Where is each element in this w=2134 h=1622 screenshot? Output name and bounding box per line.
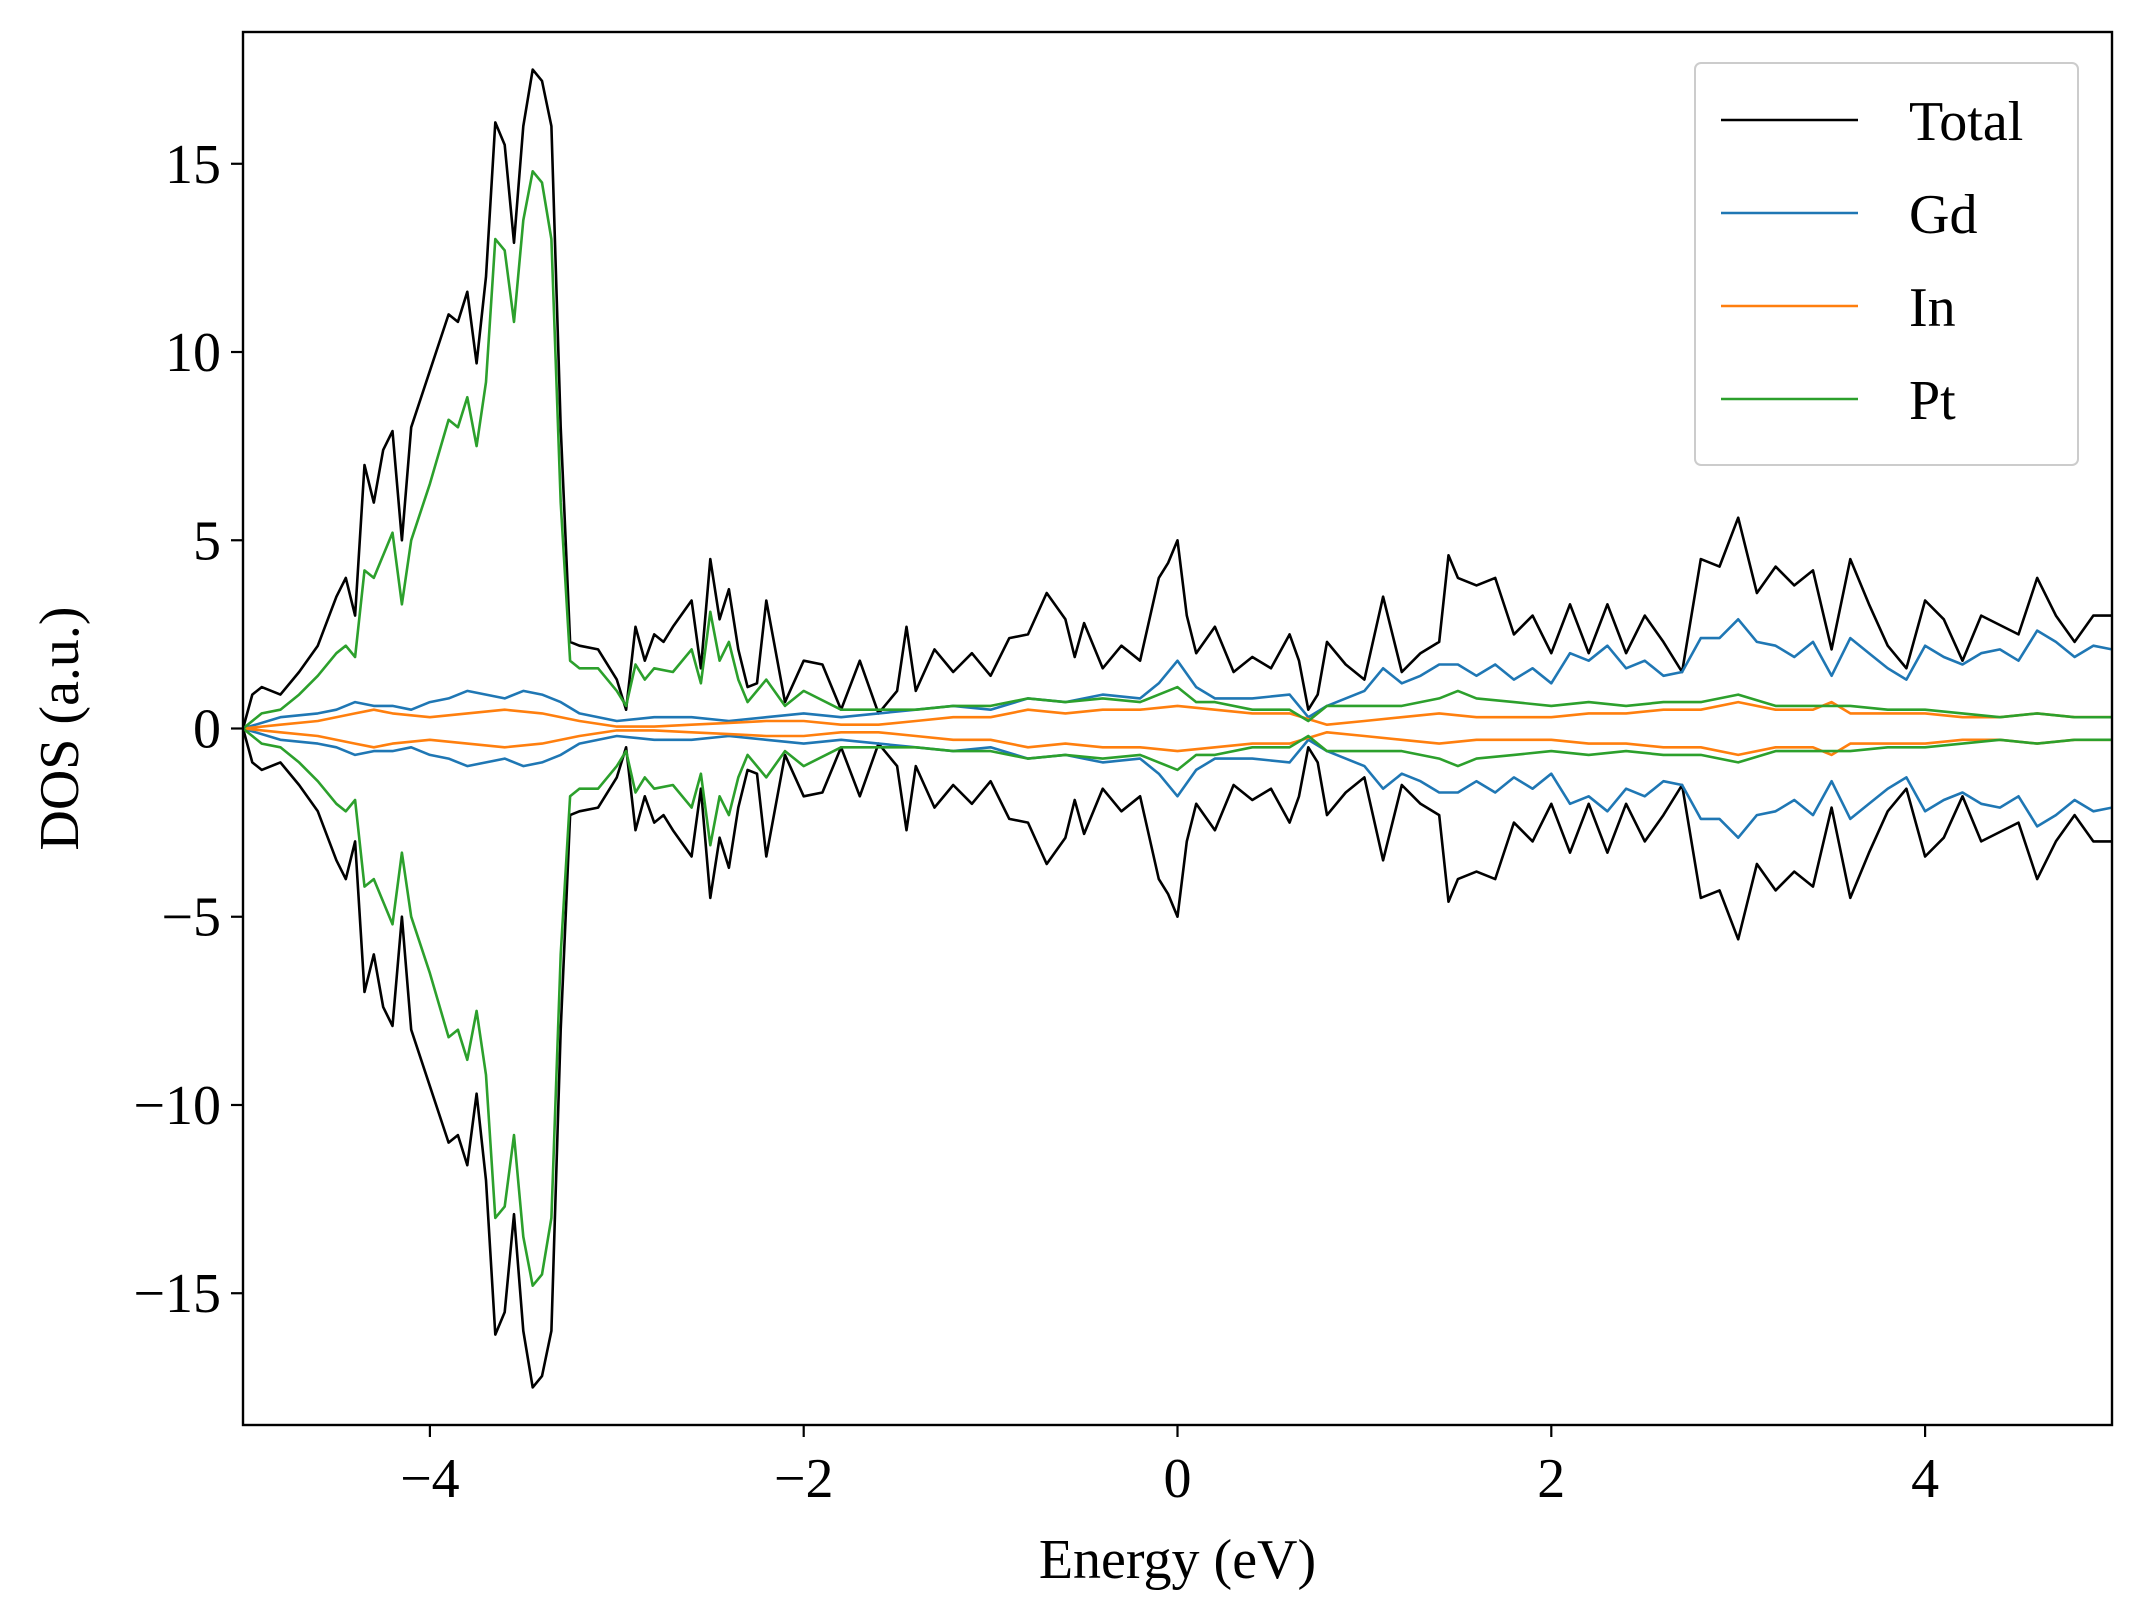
series-layer	[243, 68, 2112, 1389]
y-tick-label: 0	[193, 699, 221, 761]
y-axis: −15 −10 −5 0 5 10 15	[133, 134, 243, 1325]
legend-label-in: In	[1909, 277, 1956, 339]
y-tick-label: 10	[165, 322, 221, 384]
y-axis-label: DOS (a.u.)	[29, 606, 91, 850]
series-pt-spin-up-line	[243, 170, 2112, 730]
legend-label-total: Total	[1909, 91, 2023, 153]
x-tick-label: 2	[1537, 1448, 1565, 1510]
y-tick-label: −5	[161, 887, 221, 949]
series-gd-spin-up-line	[243, 618, 2112, 730]
series-total-spin-up-line	[243, 68, 2112, 729]
series-total-spin-down-line	[243, 728, 2112, 1389]
series-gd-spin-down-line	[243, 727, 2112, 839]
y-tick-label: 15	[165, 134, 221, 196]
x-tick-label: 4	[1911, 1448, 1939, 1510]
legend: Total Gd In Pt	[1694, 62, 2079, 466]
x-axis-label: Energy (eV)	[1039, 1529, 1316, 1591]
x-tick-label: −2	[774, 1448, 834, 1510]
x-axis: −4 −2 0 2 4	[400, 1425, 1939, 1510]
y-tick-label: −15	[133, 1263, 221, 1325]
x-tick-label: 0	[1164, 1448, 1192, 1510]
legend-label-gd: Gd	[1909, 184, 1977, 246]
legend-box	[1694, 62, 2079, 466]
y-tick-label: 5	[193, 510, 221, 572]
legend-label-pt: Pt	[1909, 370, 1956, 432]
x-tick-label: −4	[400, 1448, 460, 1510]
y-tick-label: −10	[133, 1075, 221, 1137]
series-pt-spin-down-line	[243, 727, 2112, 1287]
